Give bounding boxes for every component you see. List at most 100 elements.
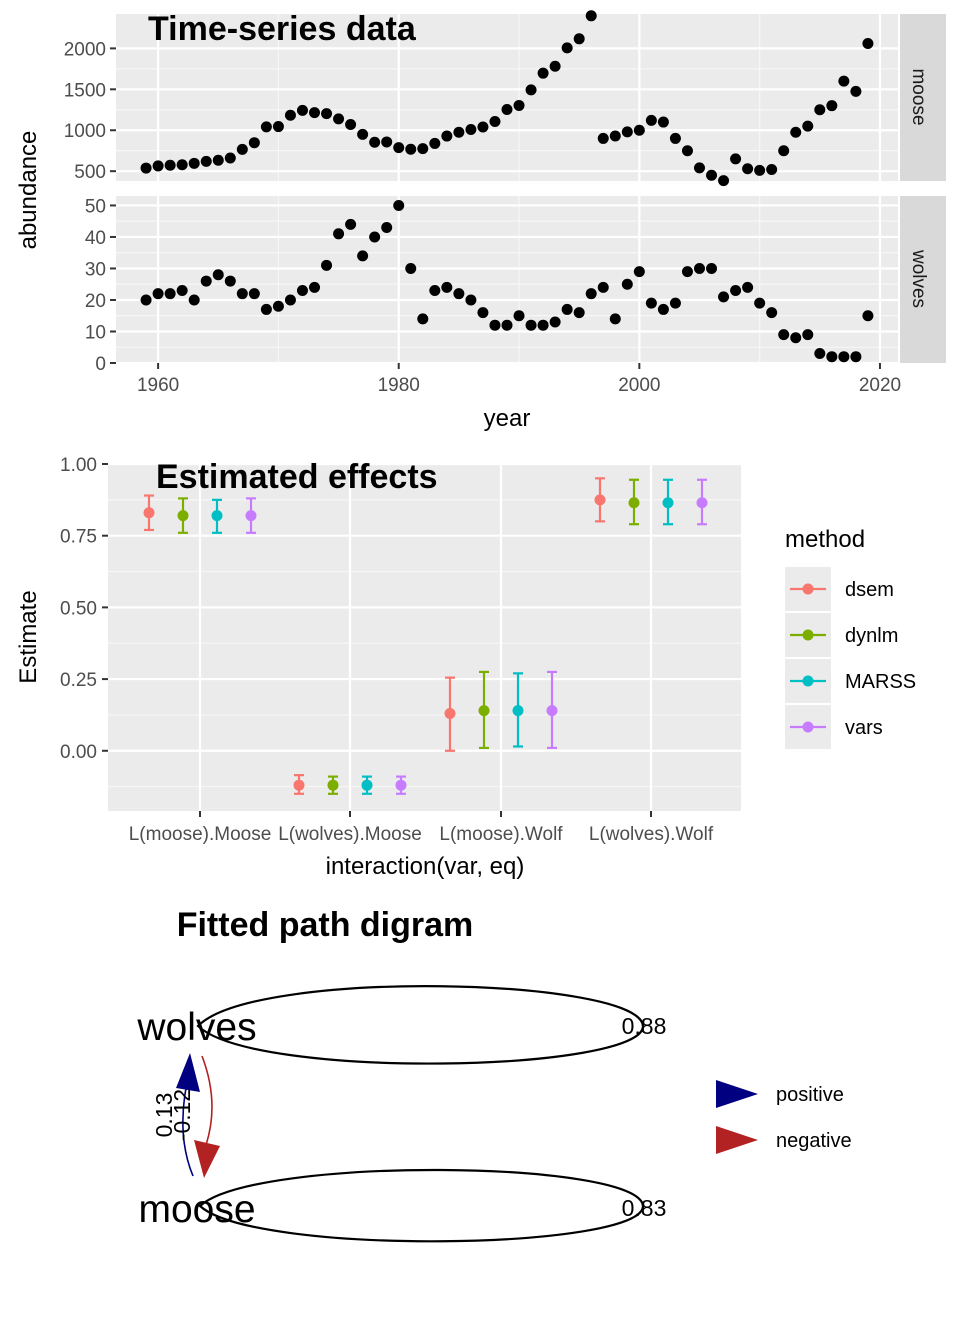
wolves-y-ticks: 0 10 20 30 40 50	[85, 196, 116, 375]
moose-point	[862, 37, 874, 49]
effects-marks	[143, 477, 708, 795]
edge-wolves-to-moose	[201, 1055, 213, 1146]
moose-point	[778, 145, 790, 157]
moose-point	[561, 42, 573, 54]
x-tick-label: 1980	[378, 375, 420, 396]
wolves-point	[393, 199, 405, 211]
moose-point	[152, 160, 164, 172]
y-tick-label: 30	[85, 259, 106, 280]
moose-point	[790, 126, 802, 138]
effects-legend: method dsem dynlm MARSS vars	[785, 526, 916, 749]
wolves-point	[333, 228, 345, 240]
moose-point	[429, 137, 441, 149]
legend-negative-label: negative	[776, 1130, 852, 1152]
wolves-point	[669, 297, 681, 309]
estimate-point-vars	[546, 705, 558, 717]
y-tick-label: 1500	[64, 80, 106, 101]
moose-point	[465, 124, 477, 136]
wolves-point	[200, 275, 212, 287]
moose-point	[321, 108, 333, 120]
moose-point	[357, 128, 369, 140]
x-tick-label: 1960	[137, 375, 179, 396]
moose-points	[140, 10, 874, 187]
moose-point	[718, 175, 730, 187]
timeseries-y-axis-label: abundance	[15, 131, 42, 250]
wolves-point	[681, 266, 693, 278]
estimate-point-MARSS	[361, 779, 373, 791]
legend-key-point-dsem	[802, 583, 814, 595]
moose-point	[850, 85, 862, 97]
moose-y-ticks: 500 1000 1500 2000	[64, 39, 116, 183]
y-tick-label: 0	[95, 354, 106, 375]
effects-y-axis-label: Estimate	[15, 590, 42, 683]
y-tick-label: 1.00	[60, 455, 97, 476]
moose-point	[573, 33, 585, 45]
moose-point	[766, 164, 778, 176]
estimate-point-MARSS	[662, 497, 674, 509]
x-tick-label: 2020	[859, 375, 901, 396]
moose-point	[381, 136, 393, 148]
node-wolves: wolves	[136, 1006, 256, 1049]
moose-self-loop	[198, 1168, 645, 1243]
moose-point	[657, 116, 669, 128]
wolves-point	[633, 266, 645, 278]
wolves-point	[321, 259, 333, 271]
moose-point	[248, 137, 260, 149]
legend-label-dsem: dsem	[845, 579, 894, 601]
estimate-point-dsem	[293, 779, 305, 791]
moose-point	[645, 114, 657, 126]
wolves-point	[465, 294, 477, 306]
wolves-panel-background	[116, 196, 898, 363]
moose-point	[513, 99, 525, 111]
wolves-point	[537, 319, 549, 331]
wolves-point	[778, 329, 790, 341]
edge-label-moose-to-wolves: 0.13	[151, 1093, 177, 1138]
wolves-point	[212, 269, 224, 281]
y-tick-label: 0.25	[60, 670, 97, 691]
wolves-point	[260, 303, 272, 315]
diagram-title: Fitted path digram	[177, 906, 474, 944]
moose-point	[742, 163, 754, 175]
x-tick-label: L(wolves).Moose	[278, 824, 422, 845]
moose-point	[417, 143, 429, 155]
arrowhead-positive	[176, 1053, 200, 1092]
wolves-point	[573, 307, 585, 319]
y-tick-label: 20	[85, 291, 106, 312]
y-tick-label: 50	[85, 196, 106, 217]
moose-point	[621, 126, 633, 138]
node-moose: moose	[138, 1188, 255, 1231]
moose-point	[393, 142, 405, 154]
path-diagram: Fitted path digram wolves moose 0.88 0.8…	[136, 906, 852, 1243]
wolves-point	[405, 262, 417, 274]
y-tick-label: 0.75	[60, 527, 97, 548]
moose-point	[224, 152, 236, 164]
edge-label-wolves-loop: 0.88	[622, 1013, 667, 1039]
wolves-point	[188, 294, 200, 306]
facet-wolves: 0 10 20 30 40 50 wolves	[85, 196, 946, 375]
moose-point	[754, 164, 766, 176]
estimate-point-MARSS	[211, 510, 223, 522]
y-tick-label: 500	[74, 162, 106, 183]
wolves-point	[645, 297, 657, 309]
timeseries-x-ticks: 1960 1980 2000 2020	[137, 363, 901, 396]
wolves-strip	[900, 196, 946, 363]
legend-key-point-dynlm	[802, 629, 814, 641]
wolves-point	[766, 307, 778, 319]
wolves-point	[140, 294, 152, 306]
legend-title: method	[785, 526, 865, 553]
legend-positive-arrow	[716, 1080, 758, 1108]
moose-panel-background	[116, 14, 898, 181]
moose-point	[140, 162, 152, 174]
moose-point	[525, 84, 537, 96]
effects-x-axis-label: interaction(var, eq)	[326, 853, 525, 880]
wolves-point	[718, 291, 730, 303]
diagram-legend: positive negative	[716, 1080, 852, 1154]
effects-y-ticks: 0.00 0.25 0.50 0.75 1.00	[60, 455, 108, 763]
moose-point	[260, 121, 272, 133]
wolves-self-loop	[196, 985, 645, 1065]
y-tick-label: 10	[85, 322, 106, 343]
wolves-point	[585, 288, 597, 300]
moose-point	[501, 103, 513, 115]
wolves-point	[369, 231, 381, 243]
estimate-point-dynlm	[327, 779, 339, 791]
